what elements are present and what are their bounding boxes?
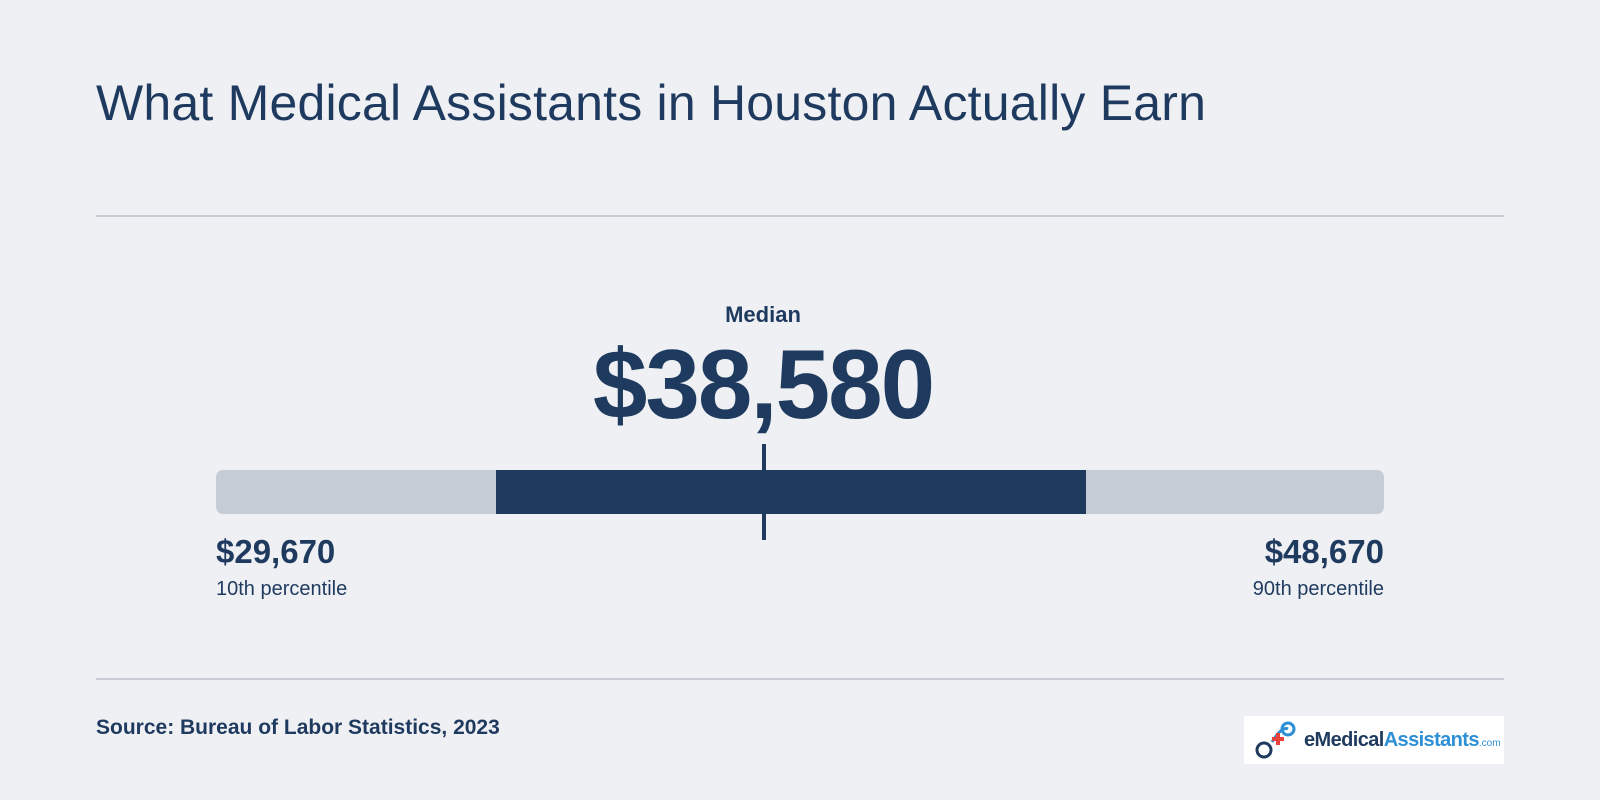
bottom-divider — [96, 678, 1504, 680]
median-value: $38,580 — [592, 329, 935, 439]
brand-logo: eMedicalAssistants.com — [1244, 716, 1504, 764]
max-value: $48,670 — [1264, 533, 1384, 570]
median-marker — [761, 444, 766, 540]
source-note: Source: Bureau of Labor Statistics, 2023 — [96, 716, 500, 739]
top-divider — [96, 215, 1504, 217]
median-label: Median — [725, 302, 801, 327]
chart-title: What Medical Assistants in Houston Actua… — [96, 75, 1207, 131]
range-highlight-bar — [496, 470, 1087, 514]
medical-cross-logo-icon — [1255, 721, 1296, 759]
min-value: $29,670 — [216, 533, 336, 570]
max-label: 90th percentile — [1252, 578, 1384, 600]
logo-wordmark: eMedicalAssistants.com — [1304, 728, 1501, 751]
min-label: 10th percentile — [216, 578, 348, 600]
